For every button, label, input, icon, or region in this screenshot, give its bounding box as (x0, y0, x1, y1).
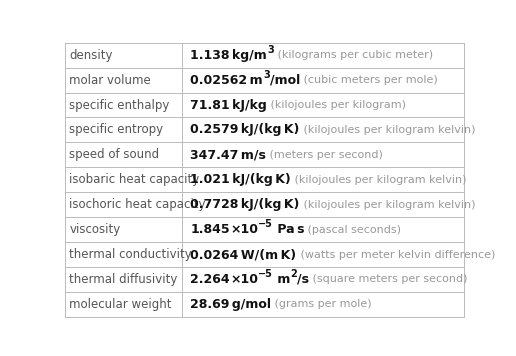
Text: (grams per mole): (grams per mole) (271, 299, 372, 309)
Text: viscosity: viscosity (69, 223, 121, 236)
Text: /s: /s (297, 273, 309, 286)
Text: molar volume: molar volume (69, 74, 151, 87)
Text: density: density (69, 49, 113, 62)
Text: 71.81 kJ/kg: 71.81 kJ/kg (190, 99, 267, 111)
Text: thermal diffusivity: thermal diffusivity (69, 273, 178, 286)
Text: 0.0264 W/(m K): 0.0264 W/(m K) (190, 248, 297, 261)
Text: 28.69 g/mol: 28.69 g/mol (190, 298, 271, 311)
Text: Pa s: Pa s (273, 223, 304, 236)
Text: isochoric heat capacity: isochoric heat capacity (69, 198, 206, 211)
Text: (kilojoules per kilogram kelvin): (kilojoules per kilogram kelvin) (300, 200, 475, 210)
Text: thermal conductivity: thermal conductivity (69, 248, 192, 261)
Text: 0.7728 kJ/(kg K): 0.7728 kJ/(kg K) (190, 198, 300, 211)
Text: (square meters per second): (square meters per second) (309, 274, 467, 284)
Text: (pascal seconds): (pascal seconds) (304, 225, 401, 235)
Text: −5: −5 (258, 269, 273, 279)
Text: (meters per second): (meters per second) (266, 150, 383, 160)
Text: specific entropy: specific entropy (69, 124, 164, 136)
Text: (cubic meters per mole): (cubic meters per mole) (300, 75, 438, 85)
Text: specific enthalpy: specific enthalpy (69, 99, 170, 111)
Text: 2: 2 (291, 269, 297, 279)
Text: /mol: /mol (270, 74, 300, 87)
Text: (watts per meter kelvin difference): (watts per meter kelvin difference) (297, 250, 495, 260)
Text: (kilojoules per kilogram kelvin): (kilojoules per kilogram kelvin) (291, 175, 466, 185)
Text: isobaric heat capacity: isobaric heat capacity (69, 173, 200, 186)
Text: −5: −5 (258, 219, 273, 229)
Text: ×10: ×10 (230, 273, 258, 286)
Text: 1.845: 1.845 (190, 223, 230, 236)
Text: (kilograms per cubic meter): (kilograms per cubic meter) (274, 50, 433, 60)
Text: 1.138 kg/m: 1.138 kg/m (190, 49, 267, 62)
Text: 1.021 kJ/(kg K): 1.021 kJ/(kg K) (190, 173, 291, 186)
Text: speed of sound: speed of sound (69, 148, 159, 161)
Text: 0.02562 m: 0.02562 m (190, 74, 263, 87)
Text: m: m (273, 273, 291, 286)
Text: molecular weight: molecular weight (69, 298, 172, 311)
Text: 0.2579 kJ/(kg K): 0.2579 kJ/(kg K) (190, 124, 300, 136)
Text: 2.264: 2.264 (190, 273, 230, 286)
Text: (kilojoules per kilogram kelvin): (kilojoules per kilogram kelvin) (300, 125, 475, 135)
Text: 3: 3 (263, 70, 270, 80)
Text: ×10: ×10 (230, 223, 258, 236)
Text: (kilojoules per kilogram): (kilojoules per kilogram) (267, 100, 406, 110)
Text: 3: 3 (267, 45, 274, 55)
Text: 347.47 m/s: 347.47 m/s (190, 148, 266, 161)
